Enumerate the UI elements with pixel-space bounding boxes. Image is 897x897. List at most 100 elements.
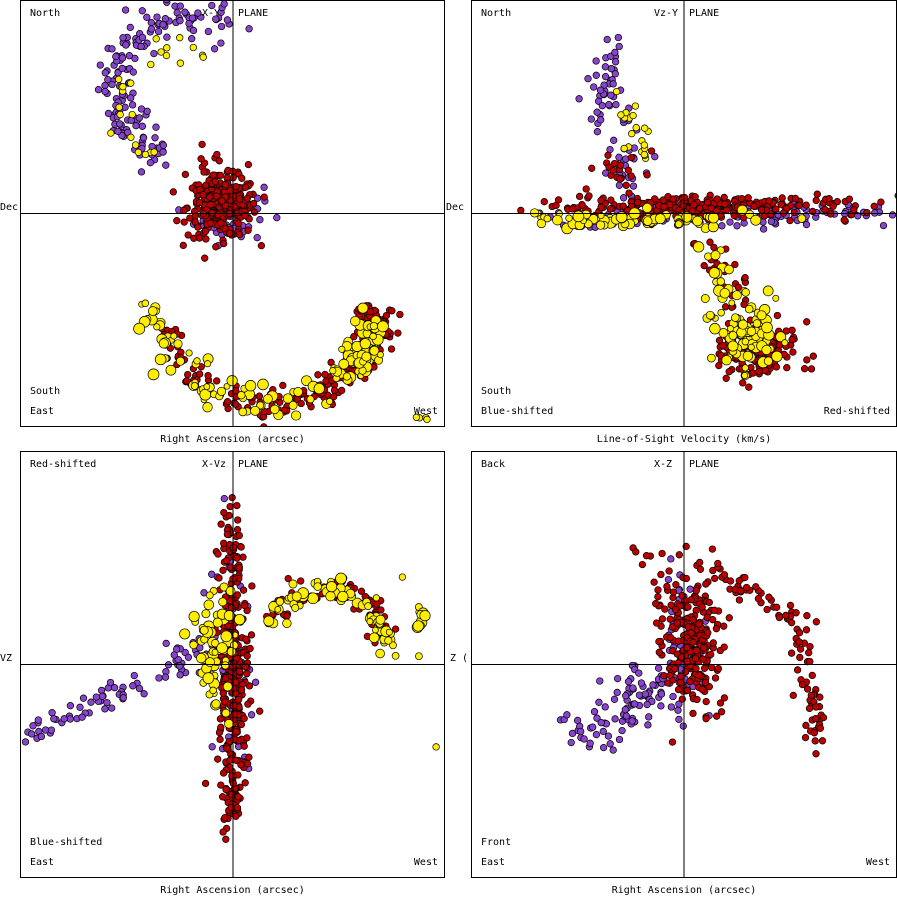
scatter-point bbox=[568, 205, 577, 213]
scatter-point bbox=[710, 250, 721, 261]
scatter-point bbox=[763, 356, 773, 366]
scatter-point bbox=[216, 171, 225, 180]
scatter-point bbox=[652, 600, 660, 608]
scatter-point bbox=[787, 649, 796, 657]
scatter-point bbox=[709, 566, 717, 575]
scatter-point bbox=[222, 674, 230, 682]
scatter-point bbox=[238, 407, 248, 417]
scatter-point bbox=[696, 565, 705, 573]
scatter-point bbox=[669, 692, 677, 701]
scatter-point bbox=[592, 71, 600, 79]
scatter-points bbox=[556, 542, 828, 758]
scatter-point bbox=[388, 307, 396, 315]
scatter-point bbox=[121, 6, 130, 14]
scatter-point bbox=[782, 327, 790, 335]
scatter-point bbox=[322, 377, 330, 385]
scatter-point bbox=[783, 364, 791, 372]
scatter-point bbox=[247, 631, 256, 639]
scatter-point bbox=[718, 328, 729, 338]
scatter-point bbox=[235, 195, 244, 203]
scatter-point bbox=[791, 194, 800, 203]
scatter-point bbox=[96, 61, 104, 69]
scatter-point bbox=[221, 180, 229, 189]
scatter-point bbox=[702, 715, 710, 723]
scatter-point bbox=[802, 220, 811, 229]
scatter-point bbox=[674, 659, 683, 667]
scatter-point bbox=[224, 719, 234, 729]
scatter-point bbox=[269, 404, 280, 415]
scatter-point bbox=[232, 756, 240, 764]
scatter-point bbox=[657, 702, 665, 710]
scatter-point bbox=[731, 260, 739, 269]
scatter-point bbox=[624, 678, 633, 686]
scatter-point bbox=[713, 195, 721, 203]
scatter-point bbox=[773, 603, 781, 611]
scatter-point bbox=[812, 618, 821, 626]
scatter-point bbox=[337, 590, 349, 603]
scatter-point bbox=[233, 613, 246, 626]
scatter-point bbox=[229, 702, 238, 710]
xz-y-side-label: Z ( bbox=[450, 653, 469, 664]
scatter-point bbox=[307, 592, 319, 605]
scatter-point bbox=[108, 45, 116, 53]
scatter-point bbox=[720, 571, 729, 579]
scatter-point bbox=[803, 356, 811, 364]
scatter-point bbox=[176, 17, 184, 25]
scatter-point bbox=[721, 355, 732, 366]
scatter-point bbox=[678, 695, 686, 703]
scatter-point bbox=[635, 669, 643, 677]
scatter-point bbox=[812, 714, 820, 723]
scatter-point bbox=[654, 593, 662, 601]
scatter-point bbox=[226, 375, 238, 387]
scatter-point bbox=[701, 678, 710, 687]
scatter-point bbox=[190, 382, 199, 390]
scatter-point bbox=[206, 201, 215, 209]
scatter-point bbox=[157, 48, 165, 56]
scatter-point bbox=[750, 202, 758, 210]
scatter-point bbox=[114, 127, 122, 135]
xvz-top-left-label: Red-shifted bbox=[30, 459, 97, 470]
scatter-point bbox=[637, 679, 646, 687]
scatter-point bbox=[700, 644, 708, 652]
scatter-point bbox=[203, 383, 211, 390]
scatter-point bbox=[147, 306, 158, 316]
scatter-point bbox=[589, 723, 597, 731]
scatter-point bbox=[568, 729, 577, 738]
vzy-title-left: Vz-Y bbox=[654, 8, 679, 19]
scatter-point bbox=[611, 58, 620, 66]
scatter-point bbox=[255, 392, 264, 400]
scatter-point bbox=[666, 615, 674, 623]
scatter-point bbox=[745, 383, 753, 391]
scatter-point bbox=[248, 582, 256, 590]
scatter-point bbox=[432, 743, 440, 751]
scatter-point bbox=[771, 350, 783, 363]
scatter-point bbox=[604, 732, 613, 740]
scatter-point bbox=[643, 700, 651, 709]
scatter-point bbox=[610, 136, 618, 144]
scatter-point bbox=[677, 672, 685, 681]
scatter-point bbox=[314, 371, 322, 379]
scatter-point bbox=[651, 153, 659, 161]
scatter-point bbox=[700, 262, 708, 270]
scatter-point bbox=[840, 216, 848, 224]
scatter-point bbox=[715, 336, 724, 345]
scatter-point bbox=[802, 721, 810, 730]
scatter-point bbox=[230, 710, 238, 718]
scatter-point bbox=[119, 694, 128, 702]
scatter-point bbox=[728, 331, 738, 340]
scatter-point bbox=[188, 610, 200, 623]
scatter-point bbox=[79, 694, 88, 702]
scatter-point bbox=[260, 193, 268, 201]
scatter-point bbox=[877, 198, 885, 206]
scatter-point bbox=[326, 397, 334, 405]
scatter-point bbox=[692, 215, 703, 227]
scatter-point bbox=[115, 103, 123, 111]
scatter-point bbox=[714, 559, 722, 568]
scatter-point bbox=[663, 582, 671, 591]
scatter-point bbox=[616, 161, 625, 169]
scatter-point bbox=[615, 211, 628, 223]
vzy-title-right: PLANE bbox=[689, 8, 720, 19]
scatter-point bbox=[153, 13, 161, 21]
scatter-point bbox=[721, 200, 729, 208]
vzy-bottom-right-label: Red-shifted bbox=[823, 406, 890, 417]
